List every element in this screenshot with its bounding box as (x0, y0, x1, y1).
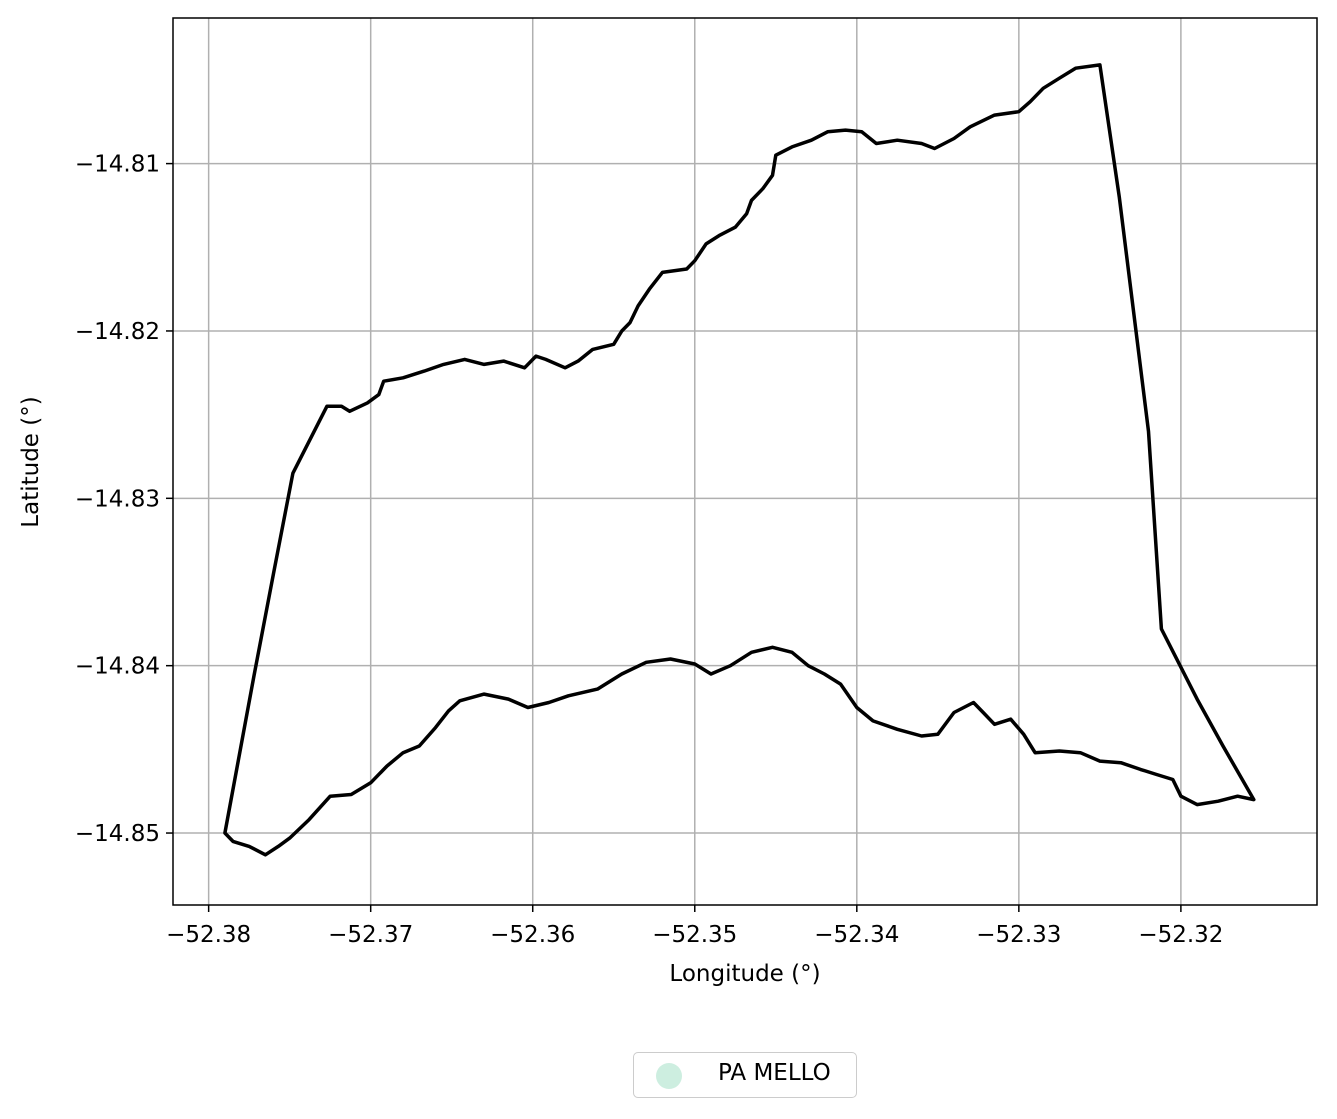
x-tick-label: −52.33 (976, 922, 1061, 948)
x-tick-label: −52.32 (1138, 922, 1223, 948)
y-tick-label: −14.83 (75, 486, 160, 512)
x-tick-label: −52.36 (490, 922, 575, 948)
legend-label: PA MELLO (718, 1060, 831, 1086)
plot-frame (172, 17, 1318, 906)
y-tick-label: −14.85 (75, 821, 160, 847)
x-tick-label: −52.38 (166, 922, 251, 948)
series-layer (223, 63, 1256, 857)
x-axis-ticks: −52.38 −52.37 −52.36 −52.35 −52.34 −52.33 −52.… (166, 905, 1223, 948)
boundary-polygon (223, 63, 1256, 857)
x-axis-label: Longitude (°) (669, 961, 820, 987)
x-tick-label: −52.37 (328, 922, 413, 948)
y-tick-label: −14.82 (75, 319, 160, 345)
x-tick-label: −52.34 (814, 922, 899, 948)
legend-swatch-marker (656, 1063, 682, 1089)
y-tick-label: −14.81 (75, 152, 160, 178)
y-axis-ticks: −14.81 −14.82 −14.83 −14.84 −14.85 (75, 152, 173, 847)
legend: PA MELLO (633, 1052, 857, 1098)
grid-lines (173, 18, 1317, 905)
y-tick-label: −14.84 (75, 654, 160, 680)
x-tick-label: −52.35 (652, 922, 737, 948)
y-axis-label: Latitude (°) (18, 396, 44, 527)
